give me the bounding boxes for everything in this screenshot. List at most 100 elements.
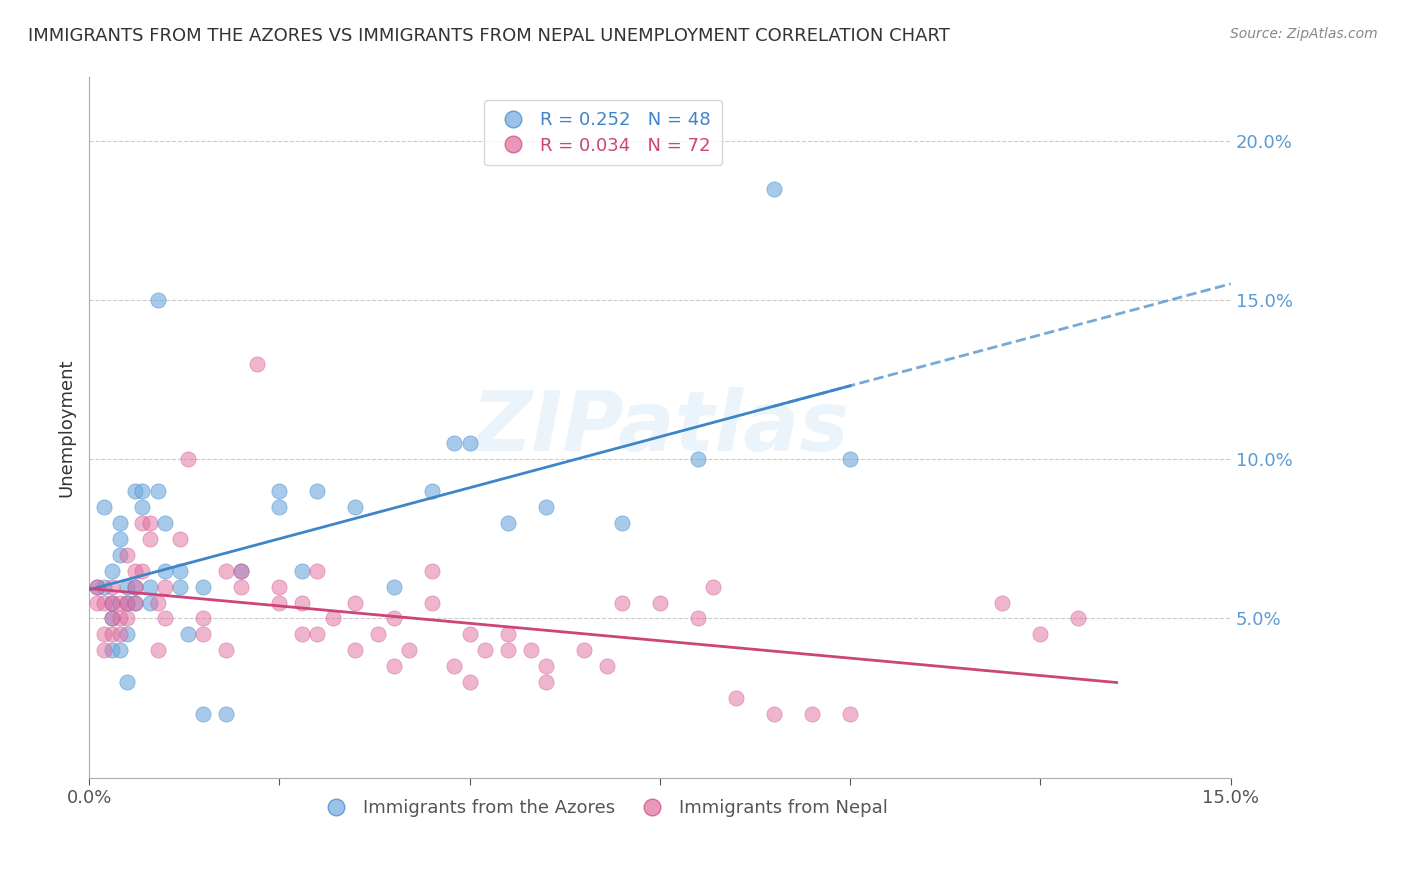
Point [108,643,131,657]
Point [101,611,124,625]
Point [291,595,314,609]
Point [108,532,131,546]
Point [124,580,146,594]
Point [131,516,153,530]
Point [648,595,671,609]
Point [763,182,786,196]
Point [215,643,238,657]
Point [458,436,481,450]
Point [146,643,169,657]
Point [307,564,329,578]
Point [93,500,115,514]
Point [131,564,153,578]
Point [496,516,519,530]
Point [177,627,200,641]
Point [101,595,124,609]
Point [101,595,124,609]
Point [124,595,146,609]
Point [291,564,314,578]
Point [534,675,557,690]
Point [610,516,633,530]
Text: Source: ZipAtlas.com: Source: ZipAtlas.com [1230,27,1378,41]
Point [1067,611,1090,625]
Point [193,611,215,625]
Point [839,706,862,721]
Point [86,580,108,594]
Point [169,532,191,546]
Point [101,627,124,641]
Point [108,627,131,641]
Point [443,659,465,673]
Point [572,643,595,657]
Point [307,484,329,499]
Point [146,293,169,308]
Point [839,452,862,467]
Point [382,659,405,673]
Point [610,595,633,609]
Point [115,675,138,690]
Point [131,500,153,514]
Point [93,595,115,609]
Point [420,484,443,499]
Point [269,484,291,499]
Point [153,564,176,578]
Point [496,627,519,641]
Point [108,548,131,562]
Point [169,580,191,594]
Point [124,564,146,578]
Point [101,580,124,594]
Point [146,595,169,609]
Point [382,580,405,594]
Point [139,580,162,594]
Point [1029,627,1052,641]
Point [702,580,724,594]
Point [93,643,115,657]
Point [108,595,131,609]
Text: ZIPatlas: ZIPatlas [471,387,849,468]
Point [231,580,253,594]
Point [115,627,138,641]
Y-axis label: Unemployment: Unemployment [58,359,75,497]
Point [101,564,124,578]
Point [420,595,443,609]
Point [115,595,138,609]
Point [686,452,709,467]
Point [595,659,617,673]
Point [307,627,329,641]
Point [534,500,557,514]
Point [193,706,215,721]
Point [443,436,465,450]
Point [686,611,709,625]
Text: IMMIGRANTS FROM THE AZORES VS IMMIGRANTS FROM NEPAL UNEMPLOYMENT CORRELATION CHA: IMMIGRANTS FROM THE AZORES VS IMMIGRANTS… [28,27,950,45]
Point [131,484,153,499]
Point [115,611,138,625]
Point [124,580,146,594]
Point [86,580,108,594]
Point [169,564,191,578]
Point [801,706,824,721]
Point [231,564,253,578]
Point [458,675,481,690]
Point [474,643,496,657]
Point [108,516,131,530]
Point [93,627,115,641]
Point [215,706,238,721]
Point [291,627,314,641]
Point [991,595,1014,609]
Point [496,643,519,657]
Point [115,548,138,562]
Point [139,532,162,546]
Point [101,643,124,657]
Point [139,516,162,530]
Point [153,611,176,625]
Point [153,516,176,530]
Point [344,595,367,609]
Point [344,643,367,657]
Point [382,611,405,625]
Point [269,500,291,514]
Point [86,595,108,609]
Point [146,484,169,499]
Point [245,357,267,371]
Point [124,484,146,499]
Point [322,611,344,625]
